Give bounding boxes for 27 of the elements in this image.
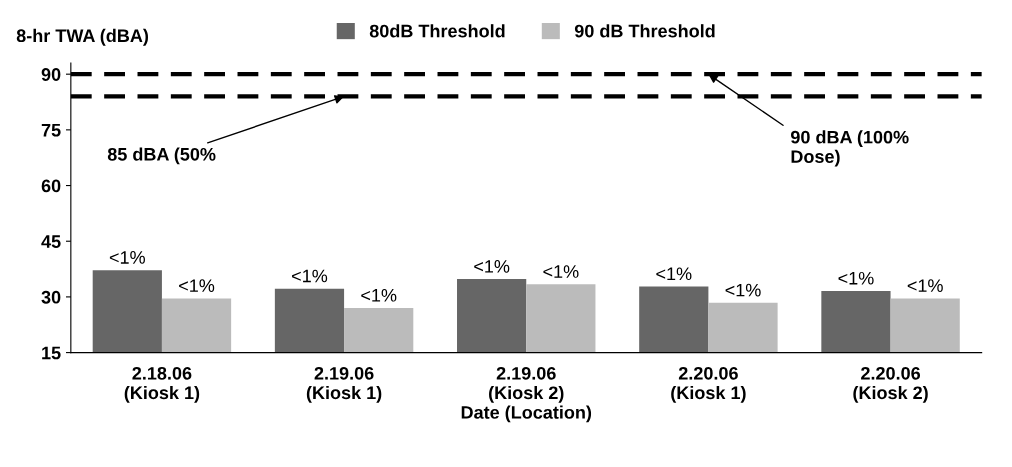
y-axis-title: 8-hr TWA (dBA): [16, 28, 149, 46]
x-tick-label: 2.19.06 (Kiosk 1): [306, 366, 382, 403]
legend-label: 80dB Threshold: [369, 24, 505, 38]
data-label: <1%: [838, 271, 874, 285]
y-tick-label: 45: [41, 235, 61, 248]
annotation: 85 dBA (50%: [107, 147, 216, 165]
x-tick-label: 2.19.06 (Kiosk 2): [489, 366, 564, 403]
y-tick-label: 60: [41, 179, 61, 193]
y-tick-label: 15: [42, 346, 61, 360]
legend-label: 90 dB Threshold: [574, 24, 715, 38]
annotation: 90 dBA (100% Dose): [791, 130, 909, 167]
x-tick-label: 2.18.06 (Kiosk 1): [124, 366, 200, 403]
x-tick-label: 2.20.06 (Kiosk 2): [853, 366, 928, 403]
data-label: <1%: [543, 265, 579, 278]
data-label: <1%: [109, 251, 145, 264]
data-label: <1%: [474, 260, 510, 273]
data-label: <1%: [656, 267, 692, 281]
data-label: <1%: [361, 288, 397, 302]
y-tick-label: 90: [41, 68, 61, 81]
data-label: <1%: [179, 279, 215, 292]
data-label: <1%: [725, 283, 761, 297]
y-tick-label: 30: [41, 290, 61, 304]
x-tick-label: 2.20.06 (Kiosk 1): [671, 366, 746, 403]
data-label: <1%: [907, 279, 943, 292]
y-tick-label: 75: [41, 123, 61, 137]
x-axis-title: Date (Location): [461, 405, 592, 423]
data-label: <1%: [292, 269, 328, 283]
